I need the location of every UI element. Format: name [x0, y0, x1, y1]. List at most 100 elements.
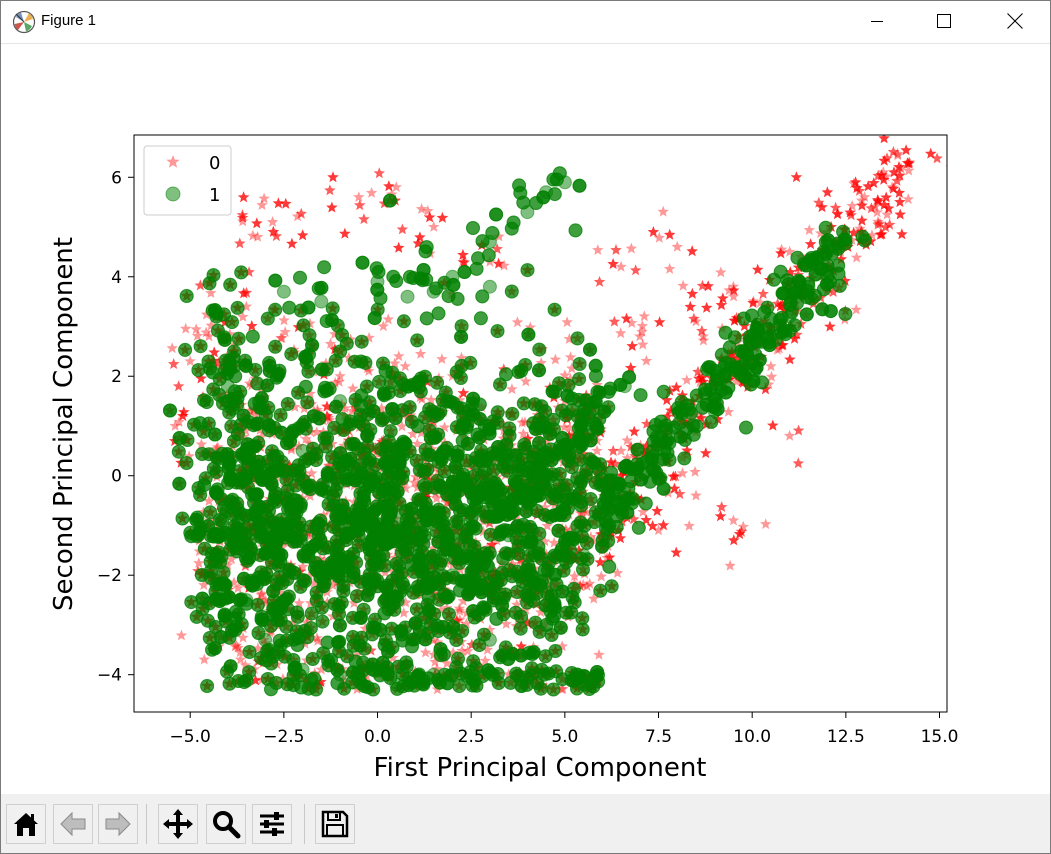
star-point — [423, 211, 436, 223]
star-point — [212, 357, 225, 368]
star-point — [333, 375, 345, 387]
star-point — [520, 375, 532, 387]
star-point — [608, 315, 621, 327]
close-icon — [1007, 13, 1023, 29]
star-point — [869, 201, 881, 212]
star-point — [177, 410, 189, 421]
star-point — [886, 181, 898, 193]
star-point — [625, 440, 637, 452]
star-point — [661, 394, 673, 406]
star-point — [363, 331, 375, 343]
star-point — [498, 259, 510, 271]
star-point — [415, 427, 427, 438]
star-point — [321, 410, 333, 421]
star-point — [297, 560, 309, 572]
star-point — [893, 187, 905, 198]
star-point — [696, 325, 708, 336]
star-point — [200, 308, 213, 320]
star-point — [874, 228, 887, 240]
star-point — [888, 166, 900, 178]
star-point — [436, 353, 448, 364]
star-point — [893, 187, 905, 198]
star-point — [363, 365, 375, 376]
star-point — [285, 443, 298, 455]
star-point — [358, 213, 370, 225]
star-point — [244, 404, 256, 416]
star-point — [255, 589, 267, 600]
star-point — [396, 223, 409, 235]
figure-canvas[interactable]: −5.0 −2.5 0.0 2.5 5.0 7.5 10.0 12.5 15.0 −4 −2 0 2 4… — [1, 44, 1050, 794]
star-point — [238, 287, 250, 299]
star-point — [872, 169, 884, 181]
star-point — [752, 263, 764, 275]
star-point — [688, 312, 700, 324]
star-point — [610, 244, 622, 255]
star-point — [354, 199, 366, 211]
star-point — [168, 358, 180, 369]
star-point — [555, 683, 568, 694]
star-point — [581, 506, 593, 518]
star-point — [607, 445, 619, 456]
star-point — [920, 118, 931, 129]
star-point — [728, 534, 740, 546]
star-point — [329, 328, 341, 340]
star-point — [803, 224, 815, 235]
star-point — [901, 157, 914, 168]
star-point — [343, 351, 355, 363]
star-point — [670, 546, 682, 558]
star-point — [872, 218, 885, 229]
star-point — [669, 470, 682, 482]
star-point — [429, 656, 441, 667]
star-point — [327, 579, 339, 591]
star-point — [646, 520, 659, 531]
star-point — [457, 387, 470, 399]
star-point — [827, 286, 839, 297]
minimize-button[interactable] — [842, 1, 912, 41]
star-point — [339, 402, 351, 414]
star-point — [383, 180, 395, 192]
star-point — [404, 409, 417, 421]
star-point — [315, 676, 327, 687]
star-point — [647, 226, 660, 237]
window-title: Figure 1 — [41, 12, 97, 29]
star-point — [324, 184, 336, 196]
star-point — [407, 428, 419, 439]
star-point — [853, 185, 866, 196]
star-point — [865, 202, 878, 214]
star-point — [724, 559, 736, 571]
star-point — [878, 135, 890, 144]
star-point — [816, 201, 828, 213]
star-point — [735, 525, 748, 537]
star-point — [168, 358, 180, 369]
star-point — [661, 394, 673, 406]
star-point — [784, 353, 796, 365]
star-point — [829, 201, 842, 213]
star-point — [784, 353, 796, 365]
star-point — [759, 383, 772, 395]
star-point — [295, 207, 307, 219]
star-point — [559, 369, 571, 381]
star-point — [640, 514, 652, 525]
star-point — [315, 676, 327, 687]
star-point — [728, 284, 740, 296]
star-point — [747, 295, 760, 307]
star-point — [453, 602, 466, 614]
star-point — [535, 357, 547, 368]
star-point — [240, 286, 253, 298]
star-point — [422, 205, 434, 216]
star-point — [183, 450, 195, 462]
star-point — [511, 598, 523, 610]
star-point — [730, 312, 743, 323]
star-point — [277, 673, 289, 684]
star-point — [876, 228, 888, 240]
star-point — [854, 222, 866, 234]
close-button[interactable] — [980, 1, 1050, 41]
star-point — [278, 314, 290, 326]
star-point — [321, 410, 333, 421]
star-point — [486, 538, 498, 550]
star-point — [304, 387, 316, 399]
maximize-button[interactable] — [909, 1, 979, 41]
star-point — [872, 169, 884, 181]
star-point — [605, 456, 617, 468]
